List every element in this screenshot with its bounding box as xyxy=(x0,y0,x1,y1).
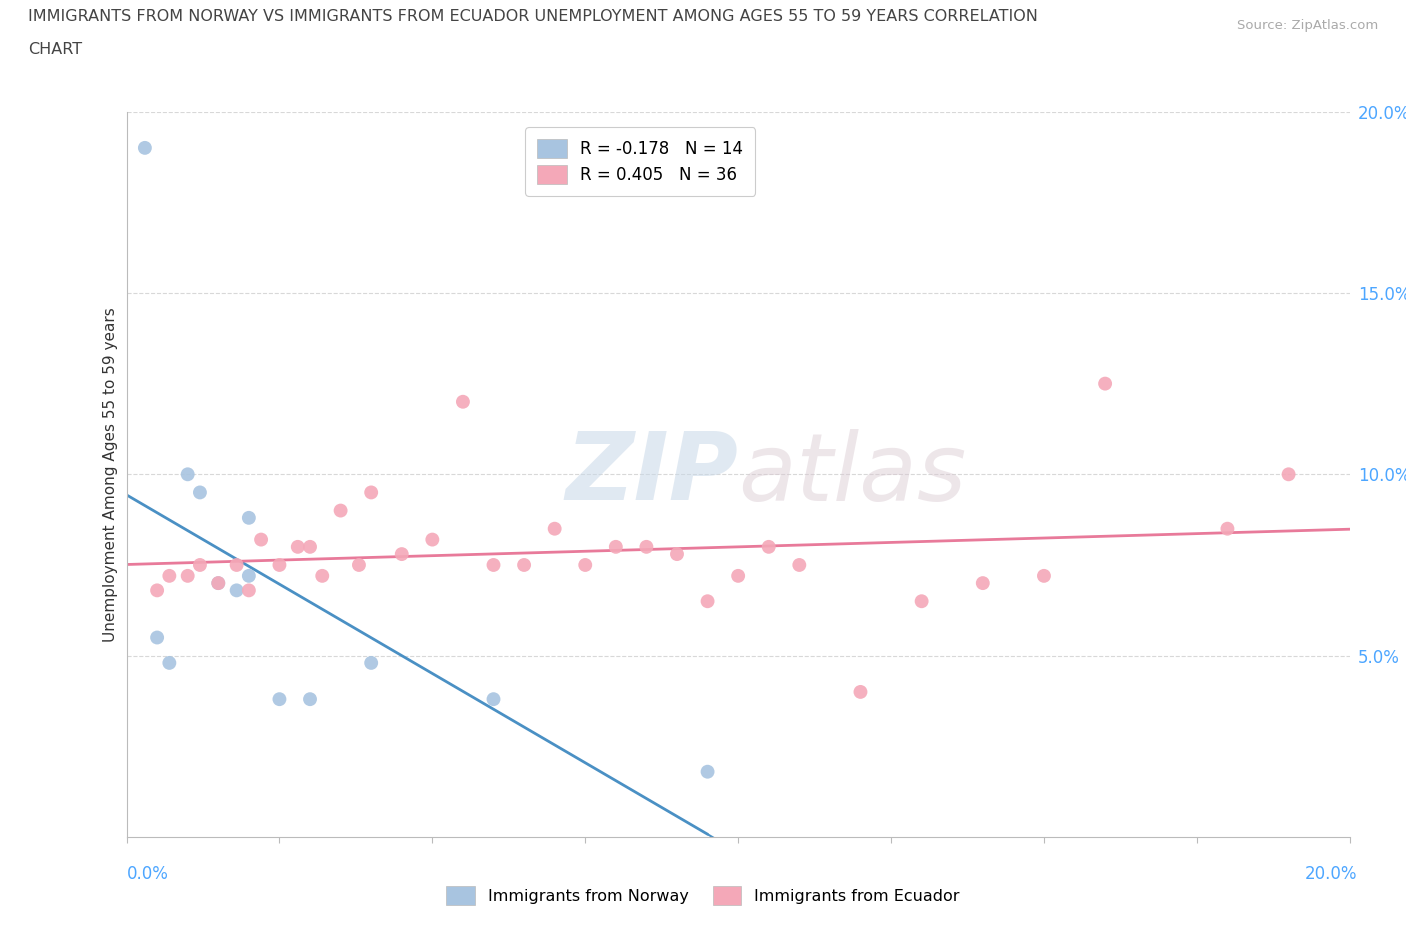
Point xyxy=(287,539,309,554)
Text: atlas: atlas xyxy=(738,429,966,520)
Text: Source: ZipAtlas.com: Source: ZipAtlas.com xyxy=(1237,19,1378,32)
Point xyxy=(360,485,382,500)
Point xyxy=(134,140,156,155)
Text: 20.0%: 20.0% xyxy=(1305,865,1357,883)
Text: ZIP: ZIP xyxy=(565,429,738,520)
Point xyxy=(787,558,810,573)
Point xyxy=(391,547,413,562)
Legend: Immigrants from Norway, Immigrants from Ecuador: Immigrants from Norway, Immigrants from … xyxy=(439,878,967,912)
Y-axis label: Unemployment Among Ages 55 to 59 years: Unemployment Among Ages 55 to 59 years xyxy=(103,307,118,642)
Point xyxy=(225,583,247,598)
Point xyxy=(1033,568,1056,583)
Text: CHART: CHART xyxy=(28,42,82,57)
Point xyxy=(207,576,229,591)
Point xyxy=(146,631,169,645)
Point xyxy=(696,594,718,609)
Point xyxy=(269,692,291,707)
Point xyxy=(513,558,536,573)
Point xyxy=(225,558,247,573)
Point xyxy=(1094,376,1116,391)
Point xyxy=(636,539,658,554)
Point xyxy=(727,568,749,583)
Point xyxy=(238,511,260,525)
Point xyxy=(146,583,169,598)
Point xyxy=(207,576,229,591)
Point xyxy=(911,594,934,609)
Point xyxy=(972,576,994,591)
Point xyxy=(666,547,689,562)
Point xyxy=(299,692,322,707)
Point xyxy=(758,539,780,554)
Point xyxy=(269,558,291,573)
Point xyxy=(347,558,370,573)
Point xyxy=(422,532,444,547)
Legend: R = -0.178   N = 14, R = 0.405   N = 36: R = -0.178 N = 14, R = 0.405 N = 36 xyxy=(526,127,755,195)
Point xyxy=(188,558,211,573)
Point xyxy=(329,503,352,518)
Text: 0.0%: 0.0% xyxy=(127,865,169,883)
Point xyxy=(451,394,474,409)
Point xyxy=(1277,467,1299,482)
Point xyxy=(238,583,260,598)
Point xyxy=(157,656,180,671)
Point xyxy=(543,521,565,536)
Point xyxy=(605,539,627,554)
Point xyxy=(849,684,872,699)
Point xyxy=(177,467,200,482)
Point xyxy=(238,568,260,583)
Point xyxy=(177,568,200,583)
Point xyxy=(188,485,211,500)
Text: IMMIGRANTS FROM NORWAY VS IMMIGRANTS FROM ECUADOR UNEMPLOYMENT AMONG AGES 55 TO : IMMIGRANTS FROM NORWAY VS IMMIGRANTS FRO… xyxy=(28,9,1038,24)
Point xyxy=(482,692,505,707)
Point xyxy=(482,558,505,573)
Point xyxy=(574,558,596,573)
Point xyxy=(250,532,273,547)
Point xyxy=(1216,521,1239,536)
Point xyxy=(360,656,382,671)
Point xyxy=(299,539,322,554)
Point xyxy=(696,764,718,779)
Point xyxy=(311,568,333,583)
Point xyxy=(157,568,180,583)
